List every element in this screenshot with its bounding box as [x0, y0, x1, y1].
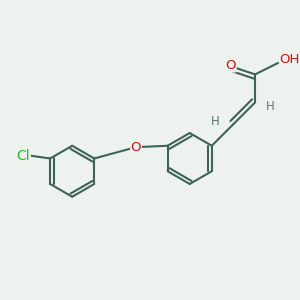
Text: O: O	[226, 59, 236, 72]
Text: OH: OH	[280, 53, 300, 66]
Text: Cl: Cl	[16, 149, 30, 163]
Text: H: H	[266, 100, 275, 113]
Text: O: O	[131, 141, 141, 154]
Text: H: H	[211, 115, 220, 128]
